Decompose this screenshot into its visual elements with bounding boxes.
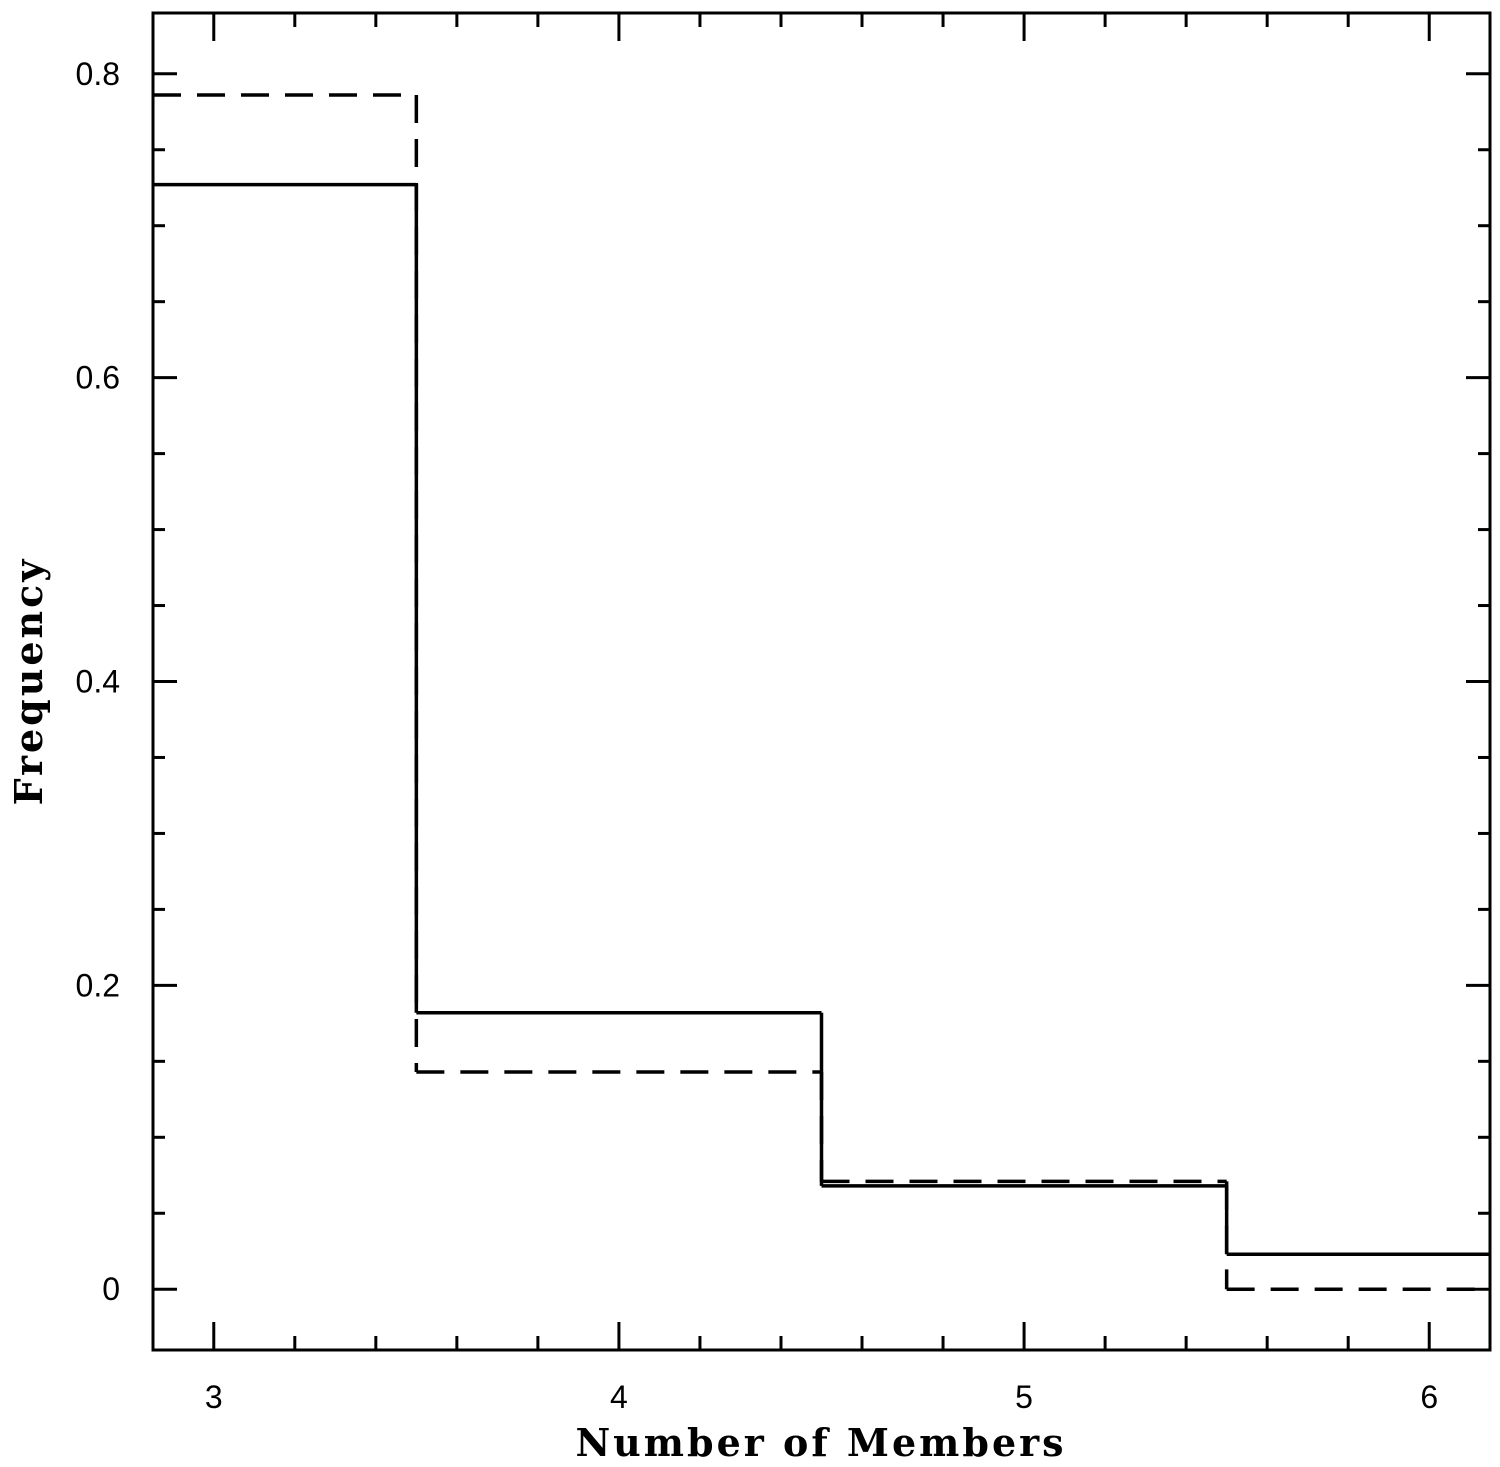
plot-frame [151, 11, 1492, 1352]
axis-ticks [153, 13, 1490, 1350]
x-tick-label: 6 [1420, 1379, 1438, 1415]
x-tick-label: 3 [205, 1379, 223, 1415]
series-lines [153, 93, 1490, 1291]
y-tick-label: 0 [102, 1271, 120, 1307]
y-tick-labels: 0 0.2 0.4 0.6 0.8 [76, 56, 120, 1307]
y-tick-label: 0.6 [76, 360, 120, 396]
x-tick-labels: 3 4 5 6 [205, 1379, 1438, 1415]
dashed-series [153, 93, 1490, 1291]
x-tick-label: 4 [610, 1379, 628, 1415]
x-tick-label: 5 [1015, 1379, 1033, 1415]
y-axis-title: Frequency [6, 557, 51, 806]
y-tick-label: 0.8 [76, 56, 120, 92]
y-tick-label: 0.2 [76, 967, 120, 1003]
y-tick-label: 0.4 [76, 664, 120, 700]
x-axis-title: Number of Members [575, 1420, 1066, 1465]
